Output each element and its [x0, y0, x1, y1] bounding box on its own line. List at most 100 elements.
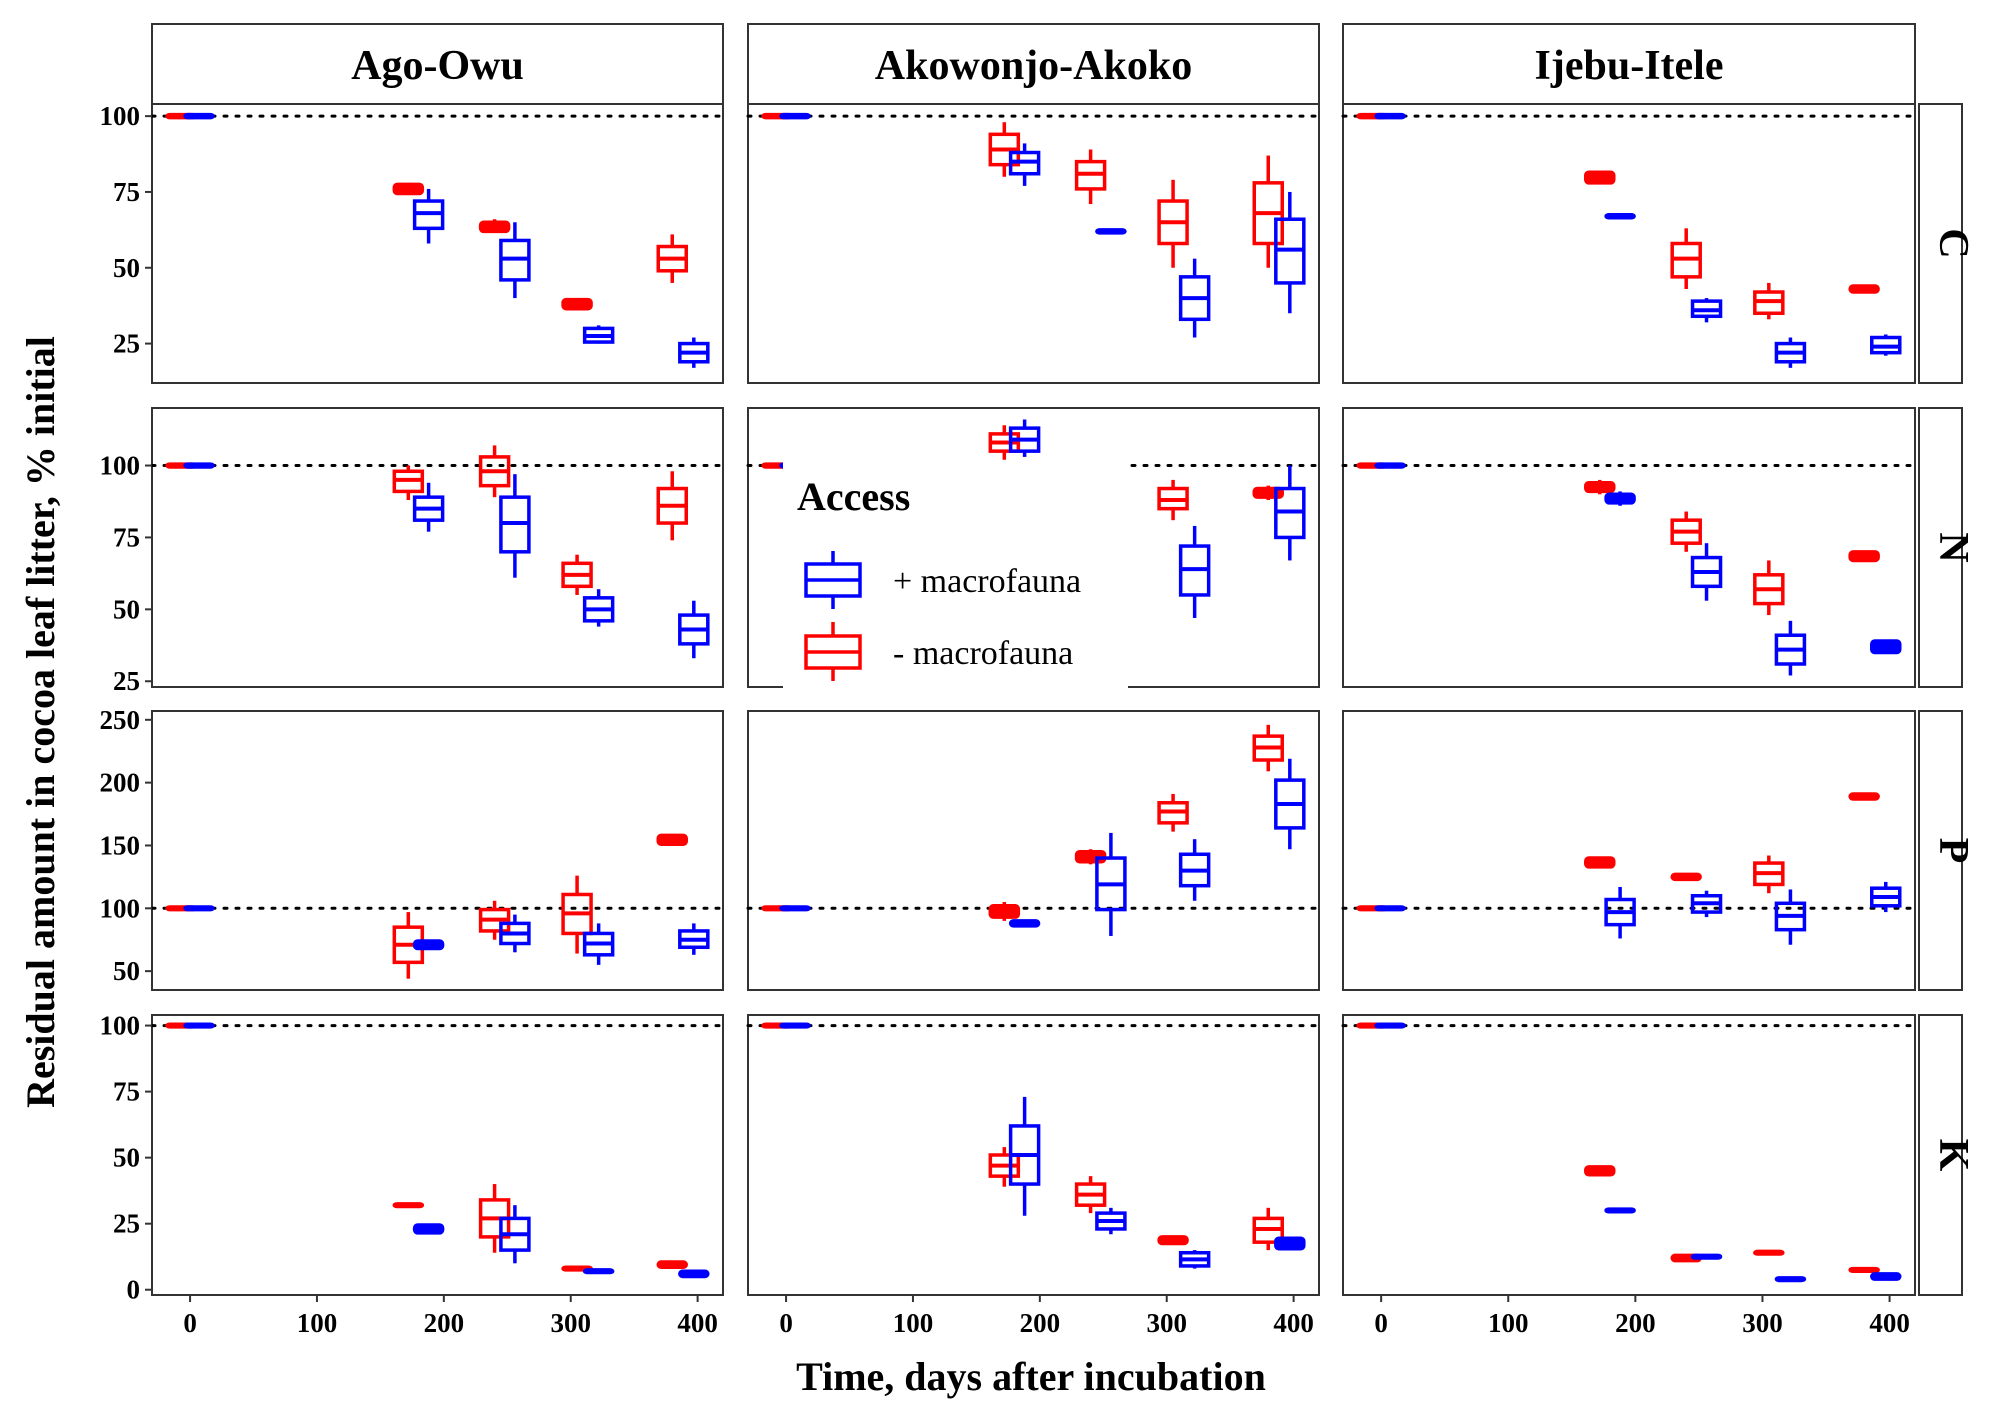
box-plus-day-397 [678, 600, 710, 659]
box-plus-day-322 [1178, 839, 1211, 901]
box-minus-day-240 [1670, 872, 1702, 882]
box-minus-day-380 [656, 234, 688, 283]
box-minus-day-380 [656, 1260, 688, 1270]
box-plus-day-188 [1008, 919, 1041, 928]
legend-label-minus: - macrofauna [893, 635, 1073, 672]
box-plus-day-322 [1178, 258, 1211, 338]
box-minus-day-380 [1252, 1207, 1284, 1251]
y-tick-label: 100 [100, 1011, 141, 1041]
x-tick-label: 0 [779, 1308, 793, 1338]
x-tick-label: 200 [1020, 1308, 1061, 1338]
panel-C-akowonjo-akoko [746, 103, 1321, 384]
box-plus-day-322 [582, 325, 615, 344]
box-minus-day-305 [1753, 1249, 1785, 1256]
box-minus-day-305 [1753, 282, 1785, 320]
box-minus-day-380 [1252, 724, 1284, 772]
box-minus-day-380 [1252, 155, 1284, 268]
panel-grid [150, 103, 1917, 1296]
box-plus-day-322 [1774, 1276, 1807, 1283]
box-minus-day-240 [478, 900, 511, 940]
box-plus-day-188 [1604, 886, 1636, 939]
y-axis-ticks: 25 50 75 100 25 50 75 100 50 100 150 200 250 0 25 50 75 1… [100, 101, 152, 1305]
box-plus-day-188 [412, 482, 445, 532]
box-minus-day-240 [478, 445, 511, 498]
x-tick-label: 200 [1615, 1308, 1656, 1338]
box-plus-day-256 [1690, 543, 1723, 601]
y-tick-label: 100 [100, 101, 141, 131]
box-minus-day-172 [392, 182, 425, 196]
box-plus-day-397 [1274, 1236, 1306, 1251]
box-plus-day-256 [1095, 228, 1127, 235]
y-tick-label: 250 [100, 705, 141, 735]
box-minus-day-305 [1157, 479, 1189, 521]
box-minus-day-172 [988, 1147, 1021, 1187]
strip-row-K [1918, 1014, 1963, 1296]
panel-border [747, 710, 1320, 991]
x-tick-label: 100 [893, 1308, 934, 1338]
panel-C-ijebu-itele [1341, 103, 1917, 384]
box-minus-day-305 [1753, 855, 1785, 894]
box-plus-day-256 [1095, 1207, 1127, 1235]
legend-title: Access [797, 474, 910, 519]
panel-border [1342, 407, 1916, 688]
strip-col [151, 23, 724, 105]
strip-row-label-N: N [1930, 532, 1976, 562]
panel-border [1342, 1014, 1916, 1296]
panel-K-ijebu-itele [1341, 1014, 1917, 1296]
y-tick-label: 150 [100, 830, 141, 860]
box-plus-day-0 [1374, 462, 1406, 469]
box-plus-day-188 [1008, 143, 1041, 186]
box-plus-day-256 [1095, 832, 1127, 936]
box-plus-day-256 [499, 222, 531, 299]
x-tick-label: 0 [1374, 1308, 1388, 1338]
box-plus-day-0 [183, 462, 215, 469]
box-plus-day-397 [678, 923, 710, 955]
box-minus-day-172 [392, 1202, 425, 1209]
box-plus-day-397 [678, 1269, 710, 1279]
strip-col-label: Akowonjo-Akoko [875, 43, 1192, 89]
box-minus-day-380 [656, 471, 688, 541]
box-plus-day-397 [1274, 191, 1306, 314]
x-tick-label: 100 [1488, 1308, 1529, 1338]
x-tick-label: 400 [677, 1308, 718, 1338]
panel-P-akowonjo-akoko [746, 710, 1321, 991]
box-minus-day-305 [1753, 560, 1785, 616]
strip-row-label-K: K [1930, 1139, 1976, 1172]
legend-label-plus: + macrofauna [893, 563, 1081, 600]
legend-key-minus [804, 622, 862, 681]
x-tick-label: 100 [297, 1308, 338, 1338]
box-plus-day-256 [499, 914, 531, 953]
box-plus-day-397 [1870, 1272, 1902, 1281]
strip-row-P [1918, 710, 1963, 991]
box-plus-day-322 [582, 923, 615, 965]
box-plus-day-0 [183, 112, 215, 120]
panel-border [151, 103, 724, 384]
legend-key-plus [804, 551, 862, 609]
x-axis-ticks: 0 100 200 300 400 0 100 200 300 400 0 100 200 300 400 [183, 1295, 1910, 1338]
y-tick-label: 50 [113, 253, 140, 283]
box-plus-day-188 [1604, 212, 1636, 220]
box-minus-day-380 [1848, 550, 1880, 563]
box-minus-day-172 [988, 425, 1021, 460]
y-tick-label: 25 [113, 329, 140, 359]
box-plus-day-0 [779, 1022, 811, 1029]
box-minus-day-380 [1848, 792, 1880, 801]
y-tick-label: 75 [113, 177, 140, 207]
box-minus-day-240 [1670, 228, 1702, 289]
box-plus-day-0 [1374, 1022, 1406, 1029]
strip-row-C [1918, 103, 1963, 384]
panel-K-akowonjo-akoko [746, 1014, 1321, 1296]
panel-N-ijebu-itele [1341, 407, 1917, 688]
x-tick-label: 200 [424, 1308, 465, 1338]
y-tick-label: 50 [113, 594, 140, 624]
box-minus-day-305 [561, 875, 593, 954]
x-tick-label: 300 [1146, 1308, 1187, 1338]
panel-border [1342, 710, 1916, 991]
y-tick-label: 75 [113, 522, 140, 552]
x-axis-title: Time, days after incubation [796, 1354, 1266, 1399]
box-plus-day-188 [1008, 1096, 1041, 1216]
x-tick-label: 300 [1742, 1308, 1783, 1338]
y-tick-label: 200 [100, 768, 141, 798]
box-plus-day-397 [1870, 639, 1902, 655]
panel-C-ago-owu [150, 103, 725, 384]
